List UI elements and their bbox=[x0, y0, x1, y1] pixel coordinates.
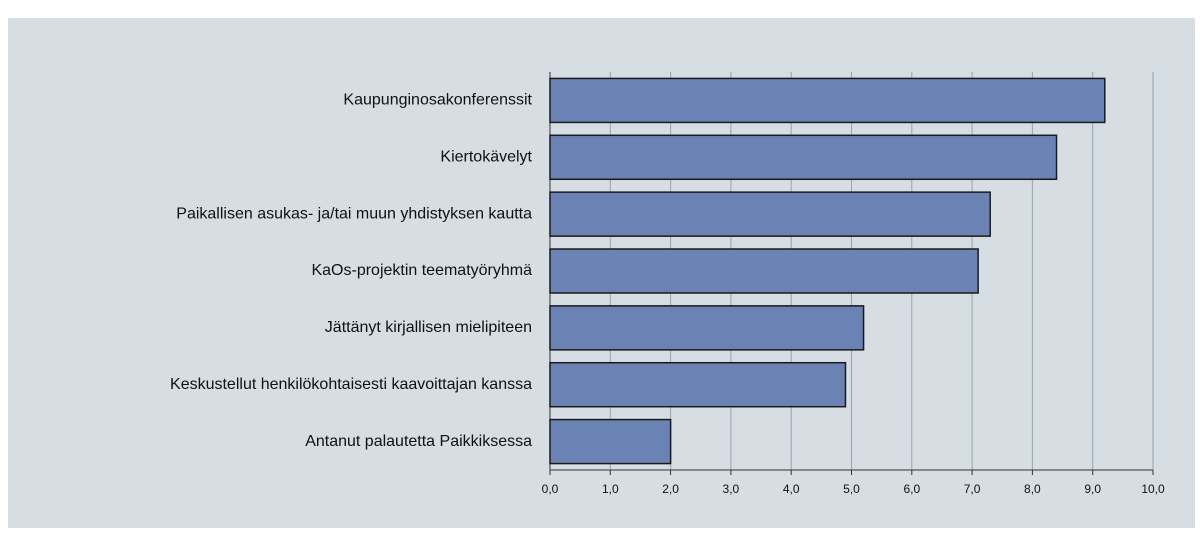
bar bbox=[549, 77, 1106, 124]
bar bbox=[549, 191, 991, 237]
x-tick-label: 10,0 bbox=[1141, 482, 1165, 496]
x-tick-label: 6,0 bbox=[903, 482, 920, 496]
y-tick-label: Kaupunginosakonferenssit bbox=[343, 92, 532, 109]
bar bbox=[549, 418, 672, 465]
x-tick-label: 5,0 bbox=[843, 482, 860, 496]
x-tick-label: 1,0 bbox=[602, 482, 619, 496]
bar bbox=[549, 305, 865, 351]
y-tick-label: Keskustellut henkilökohtaisesti kaavoitt… bbox=[170, 376, 532, 393]
y-tick-label: Kiertokävelyt bbox=[440, 149, 532, 166]
x-tick-label: 7,0 bbox=[964, 482, 981, 496]
y-tick-label: KaOs-projektin teematyöryhmä bbox=[311, 262, 532, 279]
y-tick-label: Paikallisen asukas- ja/tai muun yhdistyk… bbox=[176, 205, 532, 222]
x-tick-label: 2,0 bbox=[662, 482, 679, 496]
x-tick-label: 0,0 bbox=[542, 482, 559, 496]
bar bbox=[549, 248, 979, 294]
x-tick-label: 3,0 bbox=[723, 482, 740, 496]
x-tick-label: 8,0 bbox=[1024, 482, 1041, 496]
bar bbox=[549, 134, 1058, 181]
x-tick-label: 4,0 bbox=[783, 482, 800, 496]
y-tick-label: Jättänyt kirjallisen mielipiteen bbox=[325, 319, 532, 336]
x-tick-label: 9,0 bbox=[1084, 482, 1101, 496]
bar bbox=[549, 361, 847, 408]
y-tick-label: Antanut palautetta Paikkiksessa bbox=[305, 433, 532, 450]
